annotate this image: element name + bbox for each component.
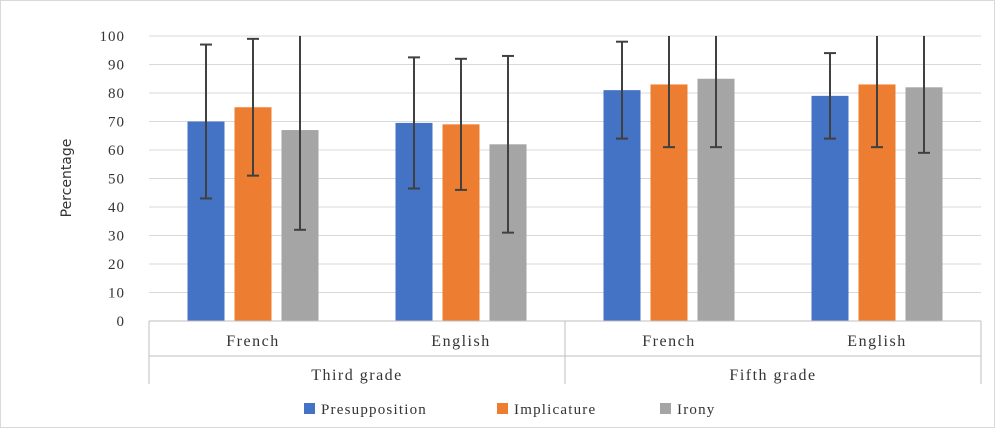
category-label: English (847, 333, 906, 350)
y-tick-labels: 0 10 20 30 40 50 60 70 80 90 100 (100, 29, 126, 330)
y-tick-label: 100 (100, 29, 126, 45)
y-tick-label: 40 (108, 200, 125, 216)
y-tick-label: 0 (117, 314, 126, 330)
category-labels: French English French English Third grade Fif… (226, 333, 906, 384)
y-tick-label: 90 (108, 58, 125, 74)
y-tick-label: 70 (108, 115, 125, 131)
bars (187, 78, 943, 322)
category-label: English (431, 333, 490, 350)
group-label: Third grade (311, 367, 403, 384)
legend-label-presupposition: Presupposition (321, 402, 427, 418)
error-bars (200, 36, 930, 234)
y-tick-label: 80 (108, 86, 125, 102)
legend-swatch-implicature (497, 403, 508, 414)
legend: Presupposition Implicature Irony (304, 402, 716, 418)
axes (148, 320, 982, 384)
gridlines (149, 35, 981, 322)
y-tick-label: 10 (108, 286, 125, 302)
y-tick-label: 20 (108, 257, 125, 273)
y-axis-label: Percentage (59, 139, 75, 218)
category-label: French (642, 333, 695, 350)
y-tick-label: 50 (108, 172, 125, 188)
category-label: French (226, 333, 279, 350)
legend-swatch-presupposition (304, 403, 315, 414)
legend-label-implicature: Implicature (514, 402, 596, 418)
legend-swatch-irony (660, 403, 671, 414)
y-tick-label: 60 (108, 143, 125, 159)
legend-label-irony: Irony (677, 402, 716, 418)
y-tick-label: 30 (108, 229, 125, 245)
group-label: Fifth grade (729, 367, 816, 384)
